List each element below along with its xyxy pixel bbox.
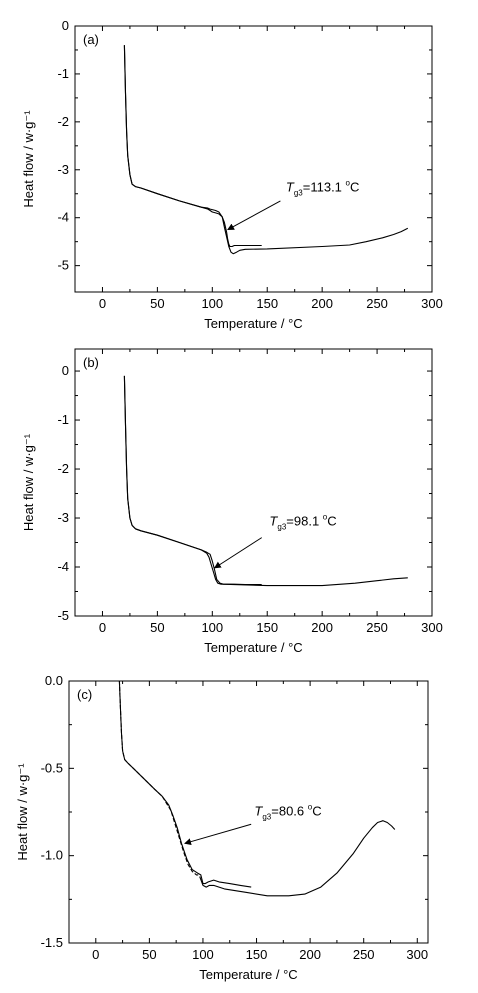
annotation-value: =113.1 (303, 179, 346, 194)
x-tick-label: 0 (99, 620, 106, 635)
y-tick-label: -1.5 (41, 935, 63, 950)
annotation-arrow (227, 200, 281, 231)
y-tick-label: 0 (62, 18, 69, 33)
y-tick-label: -1 (57, 66, 69, 81)
annotation-unit: C (350, 179, 359, 194)
annotation-sub: g3 (294, 188, 303, 197)
annotation-italic: T (254, 803, 263, 818)
plot-frame (74, 348, 433, 617)
annotation-unit: C (327, 513, 336, 528)
series-line-2 (123, 375, 408, 587)
x-tick-label: 250 (366, 296, 388, 311)
x-tick-label: 50 (150, 620, 164, 635)
y-tick-label: -1 (57, 412, 69, 427)
annotation-sup: o (323, 512, 328, 521)
x-tick-label: 150 (256, 296, 278, 311)
panel-c: 0 50 100 150 200 250 300 0.0 -0.5 -1.0 -1.5 Tempera… (15, 673, 429, 982)
y-tick-label: -3 (57, 162, 69, 177)
annotation-sub: g3 (262, 812, 271, 821)
annotation-unit: C (312, 803, 321, 818)
series-line-2 (123, 45, 409, 255)
y-axis-label: Heat flow / w·g⁻¹ (21, 433, 36, 531)
x-tick-label: 0 (99, 296, 106, 311)
y-tick-label: -3 (57, 510, 69, 525)
annotation-italic: T (286, 179, 295, 194)
annotation-sub: g3 (277, 522, 286, 531)
x-tick-label: 200 (311, 296, 333, 311)
annotation-italic: T (269, 513, 278, 528)
x-tick-label: 150 (246, 947, 268, 962)
annotation-value: =80.6 (271, 803, 308, 818)
y-tick-label: -2 (57, 461, 69, 476)
x-tick-label: 250 (366, 620, 388, 635)
plot-frame (68, 680, 429, 944)
panel-label: (b) (83, 355, 99, 370)
y-tick-label: -4 (57, 210, 69, 225)
annotation-sup: o (308, 802, 313, 811)
panel-b: 0 50 100 150 200 250 300 0 -1 -2 -3 -4 -5 Temperature… (21, 348, 443, 655)
x-tick-label: 100 (192, 947, 214, 962)
annotation-arrow (213, 537, 263, 569)
y-tick-label: -2 (57, 114, 69, 129)
x-tick-label: 250 (353, 947, 375, 962)
x-tick-label: 150 (256, 620, 278, 635)
series-line-1 (123, 375, 262, 586)
x-tick-label: 200 (311, 620, 333, 635)
tg3-annotation: Tg3=80.6 oC (254, 802, 321, 821)
x-tick-label: 0 (92, 947, 99, 962)
x-tick-label: 200 (299, 947, 321, 962)
x-tick-label: 50 (150, 296, 164, 311)
annotation-value: =98.1 (286, 513, 323, 528)
series-line-1 (123, 45, 262, 248)
y-tick-label: -5 (57, 258, 69, 273)
annotation-sup: o (346, 178, 351, 187)
series-line-2 (118, 680, 200, 876)
y-tick-label: 0 (62, 363, 69, 378)
y-tick-label: -5 (57, 608, 69, 623)
panel-a: 0 50 100 150 200 250 300 0 -1 -2 -3 -4 -5 Temperature… (21, 18, 443, 331)
y-tick-label: -1.0 (41, 848, 63, 863)
annotation-arrow (184, 823, 252, 846)
panel-label: (c) (77, 687, 92, 702)
y-axis-label: Heat flow / w·g⁻¹ (15, 763, 30, 861)
x-tick-label: 300 (421, 296, 443, 311)
x-tick-label: 100 (201, 620, 223, 635)
y-tick-label: -0.5 (41, 760, 63, 775)
y-axis-label: Heat flow / w·g⁻¹ (21, 110, 36, 208)
x-tick-label: 300 (421, 620, 443, 635)
x-tick-label: 300 (406, 947, 428, 962)
x-axis-label: Temperature / °C (204, 640, 302, 655)
panel-label: (a) (83, 32, 99, 47)
series-line-3 (199, 820, 396, 897)
x-tick-label: 50 (142, 947, 156, 962)
x-axis-label: Temperature / °C (204, 316, 302, 331)
tg3-annotation: Tg3=98.1 oC (269, 512, 336, 531)
x-tick-label: 100 (201, 296, 223, 311)
y-tick-label: 0.0 (45, 673, 63, 688)
x-axis-label: Temperature / °C (199, 967, 297, 982)
plot-frame (74, 25, 433, 293)
tg3-annotation: Tg3=113.1 oC (286, 178, 359, 197)
y-tick-label: -4 (57, 559, 69, 574)
